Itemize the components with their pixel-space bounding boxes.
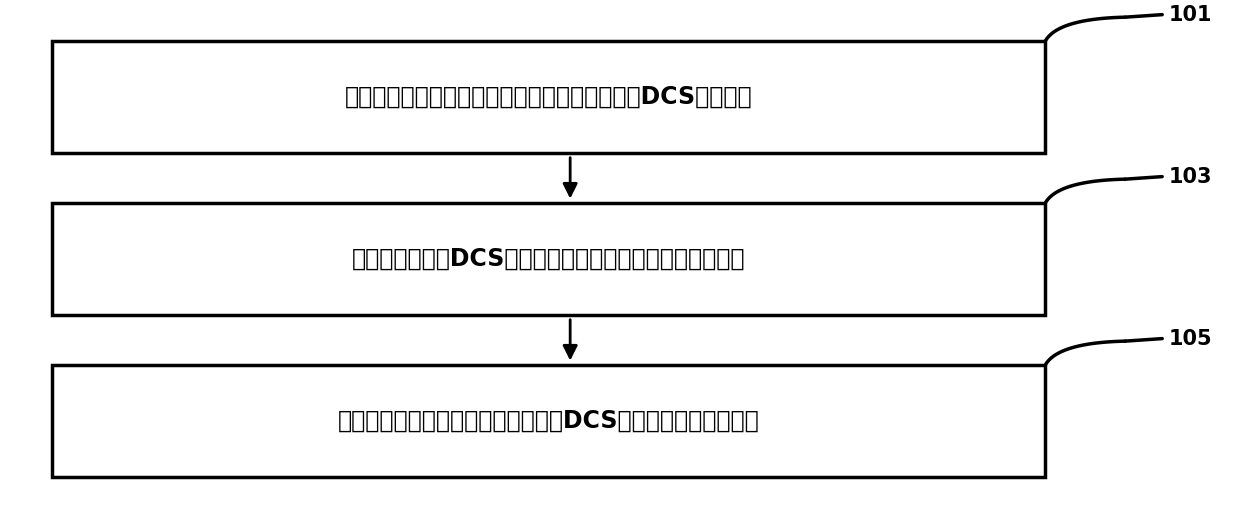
Bar [52,366,1044,477]
Text: 在测试界面上点击核电站仪控拓扑图选取待验证DCS所属机框: 在测试界面上点击核电站仪控拓扑图选取待验证DCS所属机框 [344,85,752,109]
Text: 点击所述机框中DCS内的可移动部件生成故障插入列表信息: 点击所述机框中DCS内的可移动部件生成故障插入列表信息 [352,247,746,271]
Bar [52,42,1044,153]
Text: 103: 103 [1168,167,1212,186]
Text: 105: 105 [1168,329,1212,349]
Bar [52,203,1044,315]
Text: 101: 101 [1168,5,1212,25]
Text: 根据所述故障插入列表信息驱动虚拟DCS仿真验证平台进行验证: 根据所述故障插入列表信息驱动虚拟DCS仿真验证平台进行验证 [338,409,760,433]
